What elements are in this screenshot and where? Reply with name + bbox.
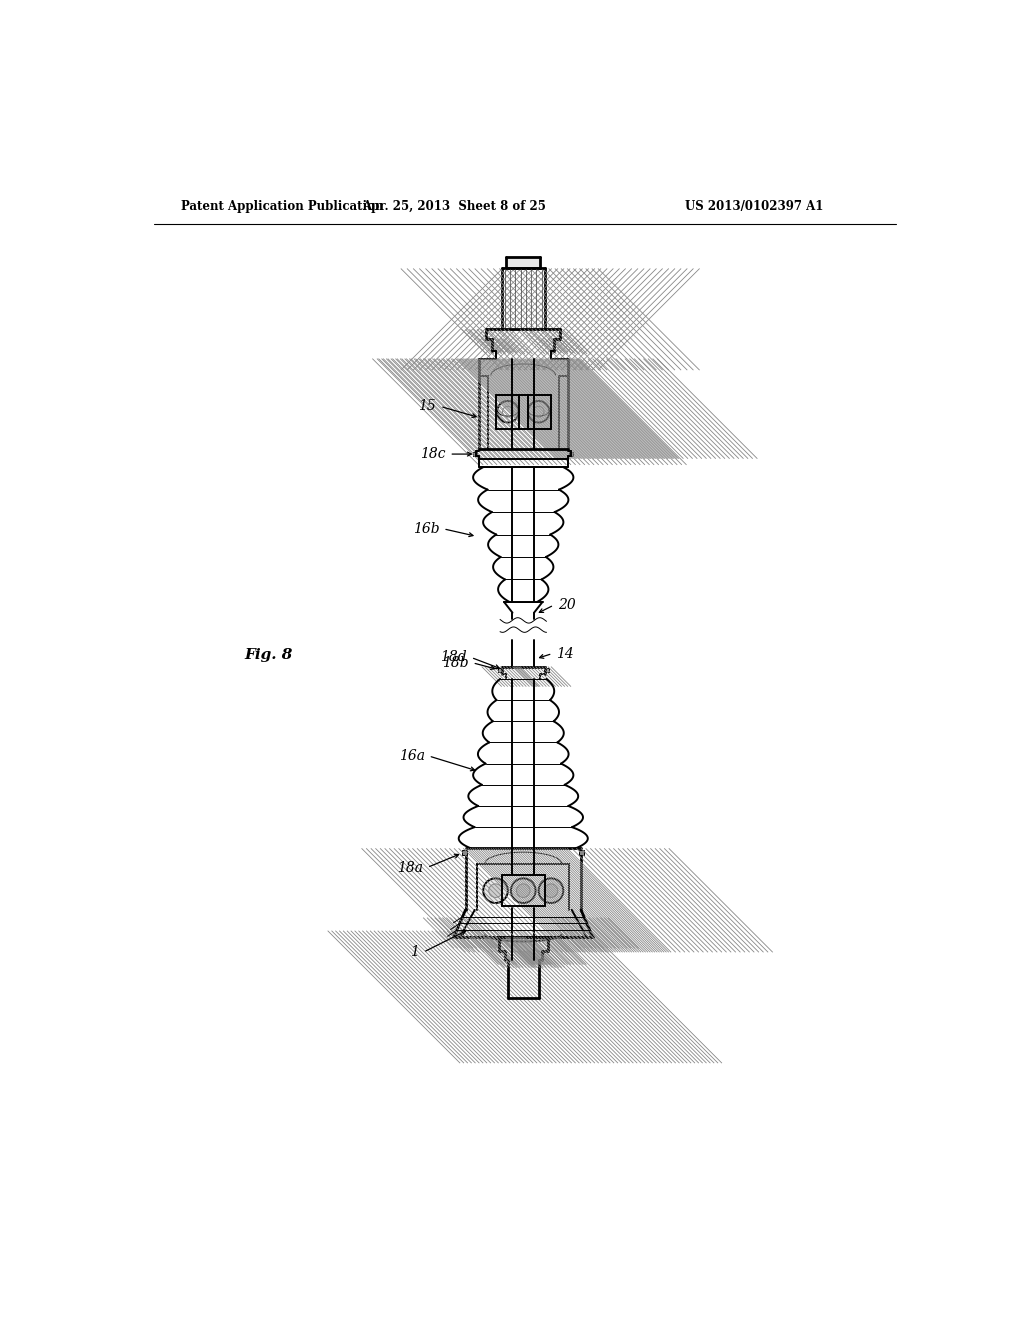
Text: Patent Application Publication: Patent Application Publication [180,199,383,213]
Text: US 2013/0102397 A1: US 2013/0102397 A1 [685,199,823,213]
Bar [463,850,467,855]
Text: 1: 1 [411,945,419,960]
Text: 15: 15 [419,400,436,413]
Text: 16a: 16a [398,748,425,763]
Circle shape [503,407,513,417]
Circle shape [488,884,503,898]
Circle shape [539,878,563,903]
Circle shape [511,878,536,903]
Text: 14: 14 [556,647,574,660]
Circle shape [483,878,508,903]
Text: 20: 20 [558,598,575,612]
Text: Apr. 25, 2013  Sheet 8 of 25: Apr. 25, 2013 Sheet 8 of 25 [362,199,546,213]
Circle shape [516,884,530,898]
Text: 18d: 18d [440,651,467,664]
Text: 16b: 16b [413,521,439,536]
Circle shape [534,407,544,417]
Bar [498,668,503,672]
Bar [507,257,540,267]
Bar [569,451,573,455]
Text: 18c: 18c [420,447,445,461]
Circle shape [544,884,558,898]
Circle shape [528,401,550,422]
Text: 18a: 18a [397,861,423,875]
Bar [580,850,584,855]
Text: Fig. 8: Fig. 8 [245,648,293,663]
Circle shape [497,401,518,422]
Text: 18b: 18b [442,656,469,669]
Bar [473,451,477,455]
Bar [544,668,549,672]
